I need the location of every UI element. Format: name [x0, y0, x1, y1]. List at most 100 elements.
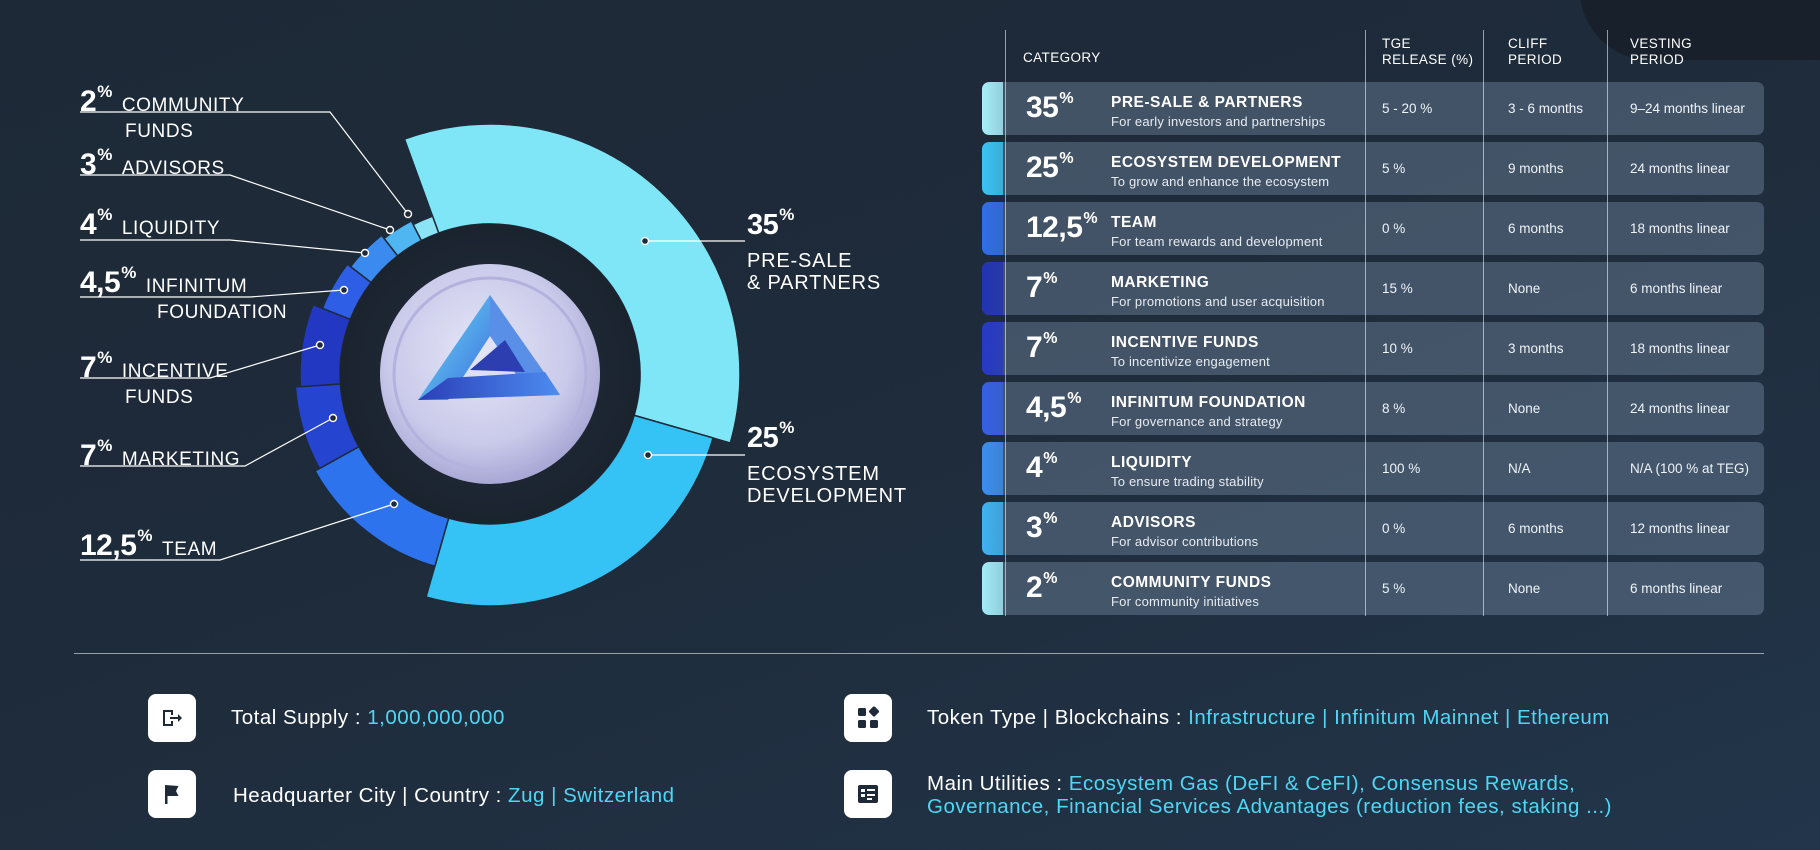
table-row: 2% COMMUNITY FUNDS For community initiativ…: [982, 562, 1764, 615]
color-swatch: [982, 142, 1003, 195]
row-percent: 2%: [1026, 570, 1057, 604]
row-subtitle: For advisor contributions: [1111, 534, 1259, 549]
row-tge: 0 %: [1382, 221, 1406, 236]
row-vesting: 9–24 months linear: [1630, 101, 1745, 116]
label-leader-lines: [80, 111, 745, 561]
row-percent: 12,5%: [1026, 210, 1098, 244]
row-tge: 15 %: [1382, 281, 1413, 296]
row-title: ECOSYSTEM DEVELOPMENT: [1111, 154, 1342, 171]
table-row: 25% ECOSYSTEM DEVELOPMENT To grow and enha…: [982, 142, 1764, 195]
label-community-funds: 2%COMMUNITY FUNDS: [80, 82, 245, 142]
headquarter: Headquarter City | Country : Zug | Switz…: [233, 784, 675, 807]
row-subtitle: For community initiatives: [1111, 594, 1260, 609]
total-supply: Total Supply : 1,000,000,000: [231, 706, 505, 729]
row-cliff: None: [1508, 281, 1541, 296]
leader-line: [80, 174, 391, 231]
row-cliff: 9 months: [1508, 161, 1564, 176]
leader-line: [80, 111, 409, 215]
leader-dot: [389, 499, 399, 509]
corner-decoration: [1580, 0, 1820, 60]
row-vesting: 18 months linear: [1630, 221, 1730, 236]
header-cliff-line1: CLIFF: [1508, 36, 1548, 51]
label-ecosystem-development: 25% ECOSYSTEM DEVELOPMENT: [747, 418, 907, 507]
leader-dot: [339, 285, 349, 295]
row-cliff: None: [1508, 581, 1541, 596]
row-cliff: 6 months: [1508, 221, 1564, 236]
row-vesting: 6 months linear: [1630, 281, 1723, 296]
row-title: MARKETING: [1111, 274, 1210, 291]
row-subtitle: For promotions and user acquisition: [1111, 294, 1325, 309]
row-title: COMMUNITY FUNDS: [1111, 574, 1272, 591]
flag-icon: [148, 770, 196, 818]
row-vesting: 24 months linear: [1630, 401, 1730, 416]
table-row: 7% MARKETING For promotions and user acqui…: [982, 262, 1764, 315]
row-percent: 3%: [1026, 510, 1057, 544]
token-type: Token Type | Blockchains : Infrastructur…: [927, 706, 1610, 729]
row-title: INCENTIVE FUNDS: [1111, 334, 1259, 351]
row-title: PRE-SALE & PARTNERS: [1111, 94, 1303, 111]
vesting-table: CATEGORY TGE RELEASE (%) CLIFF PERIOD VE…: [982, 30, 1767, 616]
row-title: TEAM: [1111, 214, 1157, 231]
row-cliff: N/A: [1508, 461, 1531, 476]
table-row: 3% ADVISORS For advisor contributions 0 % 6 …: [982, 502, 1764, 555]
label-presale-partners: 35% PRE-SALE & PARTNERS: [747, 205, 881, 294]
column-divider: [1365, 30, 1366, 616]
exit-icon: [148, 694, 196, 742]
row-subtitle: For early investors and partnerships: [1111, 114, 1326, 129]
table-row: 12,5% TEAM For team rewards and developmen…: [982, 202, 1764, 255]
row-tge: 8 %: [1382, 401, 1406, 416]
leader-dot: [328, 413, 338, 423]
label-liquidity: 4%LIQUIDITY: [80, 205, 221, 241]
color-swatch: [982, 502, 1003, 555]
allocation-donut-chart: [80, 111, 745, 607]
leader-line: [80, 239, 366, 254]
header-category: CATEGORY: [1023, 50, 1101, 65]
row-subtitle: For governance and strategy: [1111, 414, 1283, 429]
row-tge: 10 %: [1382, 341, 1413, 356]
row-subtitle: To incentivize engagement: [1111, 354, 1270, 369]
color-swatch: [982, 562, 1003, 615]
row-subtitle: To ensure trading stability: [1111, 474, 1264, 489]
label-advisors: 3%ADVISORS: [80, 145, 225, 181]
leader-line: [80, 344, 321, 379]
color-swatch: [982, 82, 1003, 135]
table-row: 35% PRE-SALE & PARTNERS For early investor…: [982, 82, 1764, 135]
column-divider: [1607, 30, 1608, 616]
label-incentive-funds: 7%INCENTIVE FUNDS: [80, 348, 229, 408]
row-percent: 7%: [1026, 330, 1057, 364]
row-tge: 5 %: [1382, 161, 1406, 176]
table-row: 4% LIQUIDITY To ensure trading stability 10…: [982, 442, 1764, 495]
row-cliff: 6 months: [1508, 521, 1564, 536]
row-tge: 5 - 20 %: [1382, 101, 1433, 116]
header-tge-line2: RELEASE (%): [1382, 52, 1474, 67]
row-subtitle: To grow and enhance the ecosystem: [1111, 174, 1330, 189]
header-vesting-line1: VESTING: [1630, 36, 1693, 51]
leader-dot: [360, 248, 370, 258]
row-percent: 25%: [1026, 150, 1074, 184]
leader-dot: [315, 340, 325, 350]
row-title: INFINITUM FOUNDATION: [1111, 394, 1306, 411]
header-cliff-line2: PERIOD: [1508, 52, 1563, 67]
color-swatch: [982, 262, 1003, 315]
row-title: ADVISORS: [1111, 514, 1196, 531]
label-marketing: 7%MARKETING: [80, 436, 241, 472]
label-team: 12,5%TEAM: [80, 526, 218, 562]
row-cliff: 3 - 6 months: [1508, 101, 1584, 116]
row-vesting: 6 months linear: [1630, 581, 1723, 596]
row-tge: 0 %: [1382, 521, 1406, 536]
row-title: LIQUIDITY: [1111, 454, 1193, 471]
color-swatch: [982, 202, 1003, 255]
apps-grid-icon: [844, 694, 892, 742]
table-row: 4,5% INFINITUM FOUNDATION For governance a…: [982, 382, 1764, 435]
color-swatch: [982, 322, 1003, 375]
list-icon: [844, 770, 892, 818]
main-utilities: Main Utilities : Ecosystem Gas (DeFI & C…: [927, 772, 1613, 818]
column-divider: [1005, 30, 1006, 616]
color-swatch: [982, 442, 1003, 495]
row-percent: 7%: [1026, 270, 1057, 304]
leader-line: [80, 503, 395, 561]
leader-dot: [385, 225, 395, 235]
section-divider: [74, 653, 1764, 654]
infinitum-coin-logo: [380, 264, 600, 484]
column-divider: [1483, 30, 1484, 616]
